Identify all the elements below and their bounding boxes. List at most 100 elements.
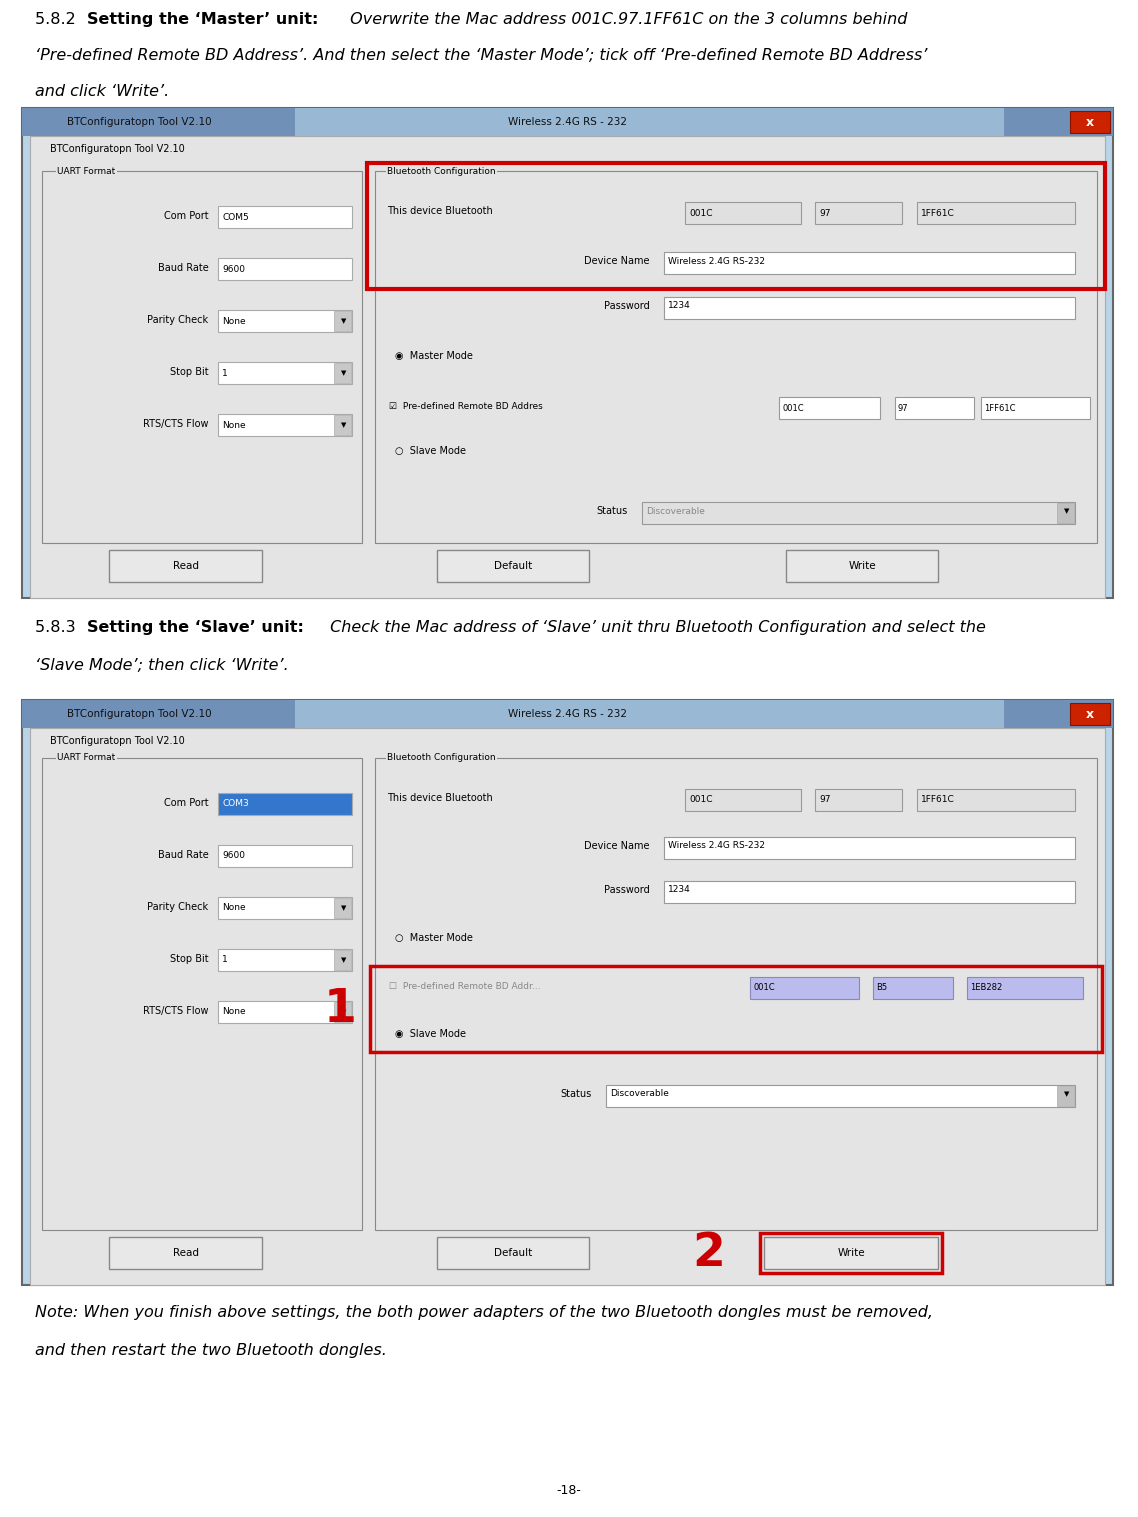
Text: BTConfiguratopn Tool V2.10: BTConfiguratopn Tool V2.10 xyxy=(50,144,184,155)
Bar xyxy=(22,699,1113,728)
Text: ‘Slave Mode’; then click ‘Write’.: ‘Slave Mode’; then click ‘Write’. xyxy=(35,658,289,674)
Text: 1EB282: 1EB282 xyxy=(970,983,1003,992)
Bar xyxy=(967,977,1082,1000)
Text: 5.8.2: 5.8.2 xyxy=(35,12,81,27)
Bar xyxy=(663,297,1075,319)
Text: BTConfiguratopn Tool V2.10: BTConfiguratopn Tool V2.10 xyxy=(67,708,212,719)
Text: Wireless 2.4G RS-232: Wireless 2.4G RS-232 xyxy=(668,842,765,851)
Text: Device Name: Device Name xyxy=(584,256,650,265)
Text: ▼: ▼ xyxy=(340,957,346,963)
Text: 9600: 9600 xyxy=(222,264,245,273)
Text: ☑  Pre-defined Remote BD Addres: ☑ Pre-defined Remote BD Addres xyxy=(389,402,543,411)
Text: None: None xyxy=(222,904,246,913)
Bar xyxy=(764,1236,939,1270)
Text: Discoverable: Discoverable xyxy=(610,1089,669,1098)
Text: Device Name: Device Name xyxy=(584,840,650,851)
Text: COM5: COM5 xyxy=(222,212,249,221)
Text: B5: B5 xyxy=(876,983,888,992)
Text: x: x xyxy=(1086,115,1094,129)
Bar xyxy=(109,551,262,583)
Text: and then restart the two Bluetooth dongles.: and then restart the two Bluetooth dongl… xyxy=(35,1343,387,1358)
Bar xyxy=(218,258,353,281)
Text: Password: Password xyxy=(603,300,650,311)
Text: Wireless 2.4G RS - 232: Wireless 2.4G RS - 232 xyxy=(508,117,627,127)
Text: ○  Master Mode: ○ Master Mode xyxy=(395,933,473,944)
Bar xyxy=(376,171,1097,543)
Bar xyxy=(981,397,1090,419)
Bar xyxy=(1070,702,1110,725)
Bar xyxy=(218,363,353,384)
Text: ☐  Pre-defined Remote BD Addr...: ☐ Pre-defined Remote BD Addr... xyxy=(389,981,541,991)
Bar xyxy=(1070,111,1110,133)
Text: Discoverable: Discoverable xyxy=(646,507,706,516)
Bar xyxy=(218,206,353,228)
Text: 001C: 001C xyxy=(782,404,803,413)
Bar xyxy=(42,171,362,543)
Bar xyxy=(663,837,1075,859)
Text: UART Format: UART Format xyxy=(57,167,115,176)
Bar xyxy=(376,758,1097,1230)
Bar xyxy=(1057,1086,1074,1106)
Text: Note: When you finish above settings, the both power adapters of the two Bluetoo: Note: When you finish above settings, th… xyxy=(35,1305,933,1320)
Text: COM3: COM3 xyxy=(222,799,249,809)
Bar xyxy=(295,699,1004,728)
Text: ○  Slave Mode: ○ Slave Mode xyxy=(395,446,465,457)
Bar xyxy=(873,977,953,1000)
Bar xyxy=(30,137,1105,598)
Text: Read: Read xyxy=(173,561,199,570)
Bar xyxy=(370,966,1102,1051)
Text: Setting the ‘Slave’ unit:: Setting the ‘Slave’ unit: xyxy=(86,620,304,636)
Bar xyxy=(109,1236,262,1270)
Text: ▼: ▼ xyxy=(1064,1091,1069,1097)
Bar xyxy=(816,202,902,225)
Text: Status: Status xyxy=(560,1089,592,1098)
Text: Write: Write xyxy=(848,561,876,570)
Text: BTConfiguratopn Tool V2.10: BTConfiguratopn Tool V2.10 xyxy=(67,117,212,127)
Text: ◉  Slave Mode: ◉ Slave Mode xyxy=(395,1029,465,1039)
Text: Read: Read xyxy=(173,1248,199,1258)
Text: 5.8.3: 5.8.3 xyxy=(35,620,81,636)
Text: BTConfiguratopn Tool V2.10: BTConfiguratopn Tool V2.10 xyxy=(50,736,184,746)
Text: 97: 97 xyxy=(819,795,831,804)
Text: Default: Default xyxy=(494,1248,533,1258)
Bar xyxy=(894,397,974,419)
Text: Bluetooth Configuration: Bluetooth Configuration xyxy=(387,754,496,763)
Text: ‘Pre-defined Remote BD Address’. And then select the ‘Master Mode’; tick off ‘Pr: ‘Pre-defined Remote BD Address’. And the… xyxy=(35,49,927,64)
Text: None: None xyxy=(222,1007,246,1016)
Text: 2: 2 xyxy=(692,1230,725,1276)
Text: 001C: 001C xyxy=(753,983,775,992)
Text: 1FF61C: 1FF61C xyxy=(984,404,1016,413)
Text: UART Format: UART Format xyxy=(57,754,115,763)
Text: Com Port: Com Port xyxy=(164,798,208,809)
Text: Bluetooth Configuration: Bluetooth Configuration xyxy=(387,167,496,176)
Text: Status: Status xyxy=(596,507,628,516)
Bar xyxy=(642,502,1075,523)
Bar xyxy=(685,789,801,812)
Text: ▼: ▼ xyxy=(340,422,346,428)
Text: Baud Rate: Baud Rate xyxy=(158,850,208,860)
Bar xyxy=(22,108,1113,598)
Text: 1: 1 xyxy=(222,369,228,378)
Text: 1: 1 xyxy=(222,956,228,965)
Text: ▼: ▼ xyxy=(340,319,346,325)
Text: Write: Write xyxy=(838,1248,865,1258)
Bar xyxy=(607,1085,1075,1107)
Bar xyxy=(1057,504,1074,523)
Text: 001C: 001C xyxy=(690,208,714,217)
Bar xyxy=(335,1003,352,1022)
Text: Default: Default xyxy=(494,561,533,570)
Bar xyxy=(760,1233,942,1273)
Bar xyxy=(335,416,352,435)
Bar xyxy=(22,699,1113,1285)
Bar xyxy=(335,311,352,331)
Bar xyxy=(437,1236,589,1270)
Bar xyxy=(663,252,1075,275)
Text: 97: 97 xyxy=(819,208,831,217)
Text: This device Bluetooth: This device Bluetooth xyxy=(387,206,493,215)
Bar xyxy=(30,728,1105,1285)
Text: Setting the ‘Master’ unit:: Setting the ‘Master’ unit: xyxy=(86,12,319,27)
Text: Parity Check: Parity Check xyxy=(147,316,208,325)
Bar xyxy=(916,789,1075,812)
Bar xyxy=(218,845,353,868)
Text: This device Bluetooth: This device Bluetooth xyxy=(387,793,493,802)
